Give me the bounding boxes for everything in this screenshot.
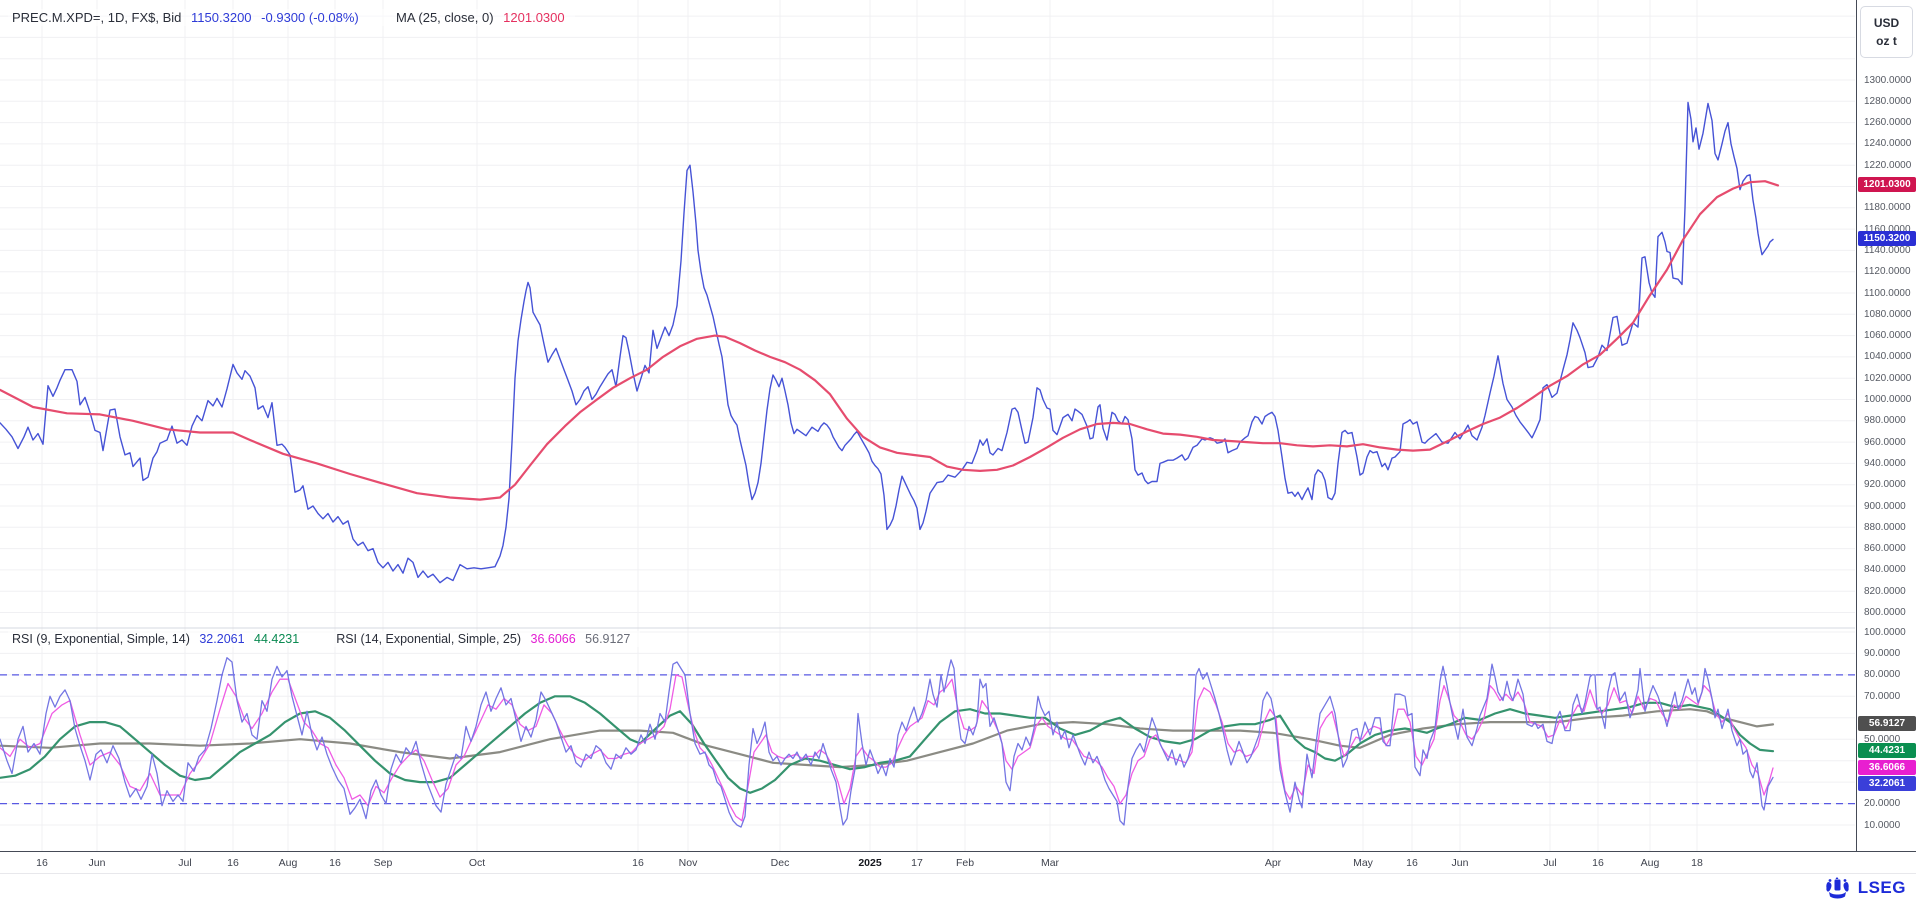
time-tick-Aug: Aug [278,857,298,869]
price-tick-label: 1000.0000 [1864,394,1912,405]
time-tick-16: 16 [1406,857,1418,869]
ma-legend-label[interactable]: MA (25, close, 0) [395,10,494,25]
time-tick-17: 17 [911,857,923,869]
price-tick-label: 1180.0000 [1864,202,1911,214]
price-tick-label: 1160.0000 [1864,223,1911,235]
price-tick-label: 1060.0000 [1864,330,1912,342]
series-bid [0,101,1774,584]
price-badge-1201.0300: 1201.0300 [1858,177,1916,192]
time-tick-Jun: Jun [1451,857,1469,869]
ma-value: 1201.0300 [503,10,565,25]
price-badge-1150.3200: 1150.3200 [1858,231,1916,246]
price-tick-label: 1020.0000 [1864,372,1912,384]
price-tick-label: 1240.0000 [1864,138,1912,150]
time-tick-Jun: Jun [88,857,106,869]
price-tick-label: 880.0000 [1864,521,1906,533]
last-price: 1150.3200 [191,10,252,25]
time-tick-2025: 2025 [858,857,882,869]
price-tick-label: 1260.0000 [1864,117,1912,129]
time-tick-Apr: Apr [1264,857,1282,869]
price-tick-label: 1300.0000 [1864,74,1912,86]
price-legend[interactable]: PREC.M.XPD=, 1D, FX$, Bid 1150.3200 -0.9… [8,9,575,26]
time-tick-16: 16 [329,857,341,869]
unit-box: USD oz t [1860,6,1913,58]
series-rsi14_avg25 [0,708,1775,769]
time-tick-Mar: Mar [1040,857,1060,869]
time-tick-Oct: Oct [468,857,486,869]
series-rsi14 [0,674,1774,822]
price-tick-label: 1100.0000 [1864,287,1911,299]
price-tick-label: 960.0000 [1864,436,1906,448]
rsi1-label[interactable]: RSI (9, Exponential, Simple, 14) [12,632,190,646]
price-tick-label: 800.0000 [1864,607,1906,618]
price-axis[interactable]: USD oz t 1300.0000 1280.0000 1260.0000 1240… [1856,0,1916,851]
time-tick-18: 18 [1691,857,1703,869]
price-tick-label: 940.0000 [1864,457,1906,469]
series-rsi9_avg14 [0,695,1775,794]
rsi-tick-label: 50.0000 [1864,733,1901,745]
price-change: -0.9300 (-0.08%) [261,10,359,25]
time-tick-16: 16 [227,857,239,869]
price-tick-label: 1120.0000 [1864,266,1911,278]
time-tick-Nov: Nov [678,857,698,869]
time-tick-Sep: Sep [373,857,393,869]
time-tick-Aug: Aug [1640,857,1660,869]
time-tick-16: 16 [1592,857,1604,869]
price-badge-56.9127: 56.9127 [1858,716,1916,731]
series-ma25 [0,180,1780,501]
rsi-tick-label: 100.0000 [1864,626,1906,638]
time-tick-16: 16 [36,857,48,869]
rsi14-value: 36.6066 [530,632,576,646]
price-tick-label: 980.0000 [1864,415,1906,427]
lseg-wordmark: LSEG [1857,878,1906,897]
rsi-tick-label: 90.0000 [1864,647,1901,659]
price-tick-label: 1040.0000 [1864,351,1912,363]
time-tick-Dec: Dec [770,857,790,869]
price-tick-label: 840.0000 [1864,564,1906,576]
rsi14-avg-value: 56.9127 [585,632,631,646]
price-tick-label: 1220.0000 [1864,159,1912,171]
time-tick-Jul: Jul [1543,857,1557,869]
price-badge-32.2061: 32.2061 [1858,776,1916,791]
price-badge-36.6066: 36.6066 [1858,760,1916,775]
chart-plot-area[interactable]: PREC.M.XPD=, 1D, FX$, Bid 1150.3200 -0.9… [0,0,1855,851]
lseg-crest-icon [1826,877,1849,899]
series-rsi9 [0,657,1774,828]
time-tick-Feb: Feb [955,857,975,869]
price-tick-label: 1080.0000 [1864,308,1912,320]
rsi9-value: 32.2061 [199,632,245,646]
time-axis[interactable]: 16 Jun Jul 16 Aug 16 Sep Oct 16 Nov Dec 2025 17 Feb Ma… [0,851,1916,874]
price-tick-label: 1140.0000 [1864,244,1911,256]
time-tick-Jul: Jul [178,857,192,869]
rsi2-label[interactable]: RSI (14, Exponential, Simple, 25) [336,632,522,646]
currency-label: USD [1873,16,1900,30]
price-tick-label: 860.0000 [1864,543,1906,555]
chart-canvas[interactable] [0,0,1855,851]
time-tick-16: 16 [632,857,644,869]
price-tick-label: 1280.0000 [1864,95,1912,107]
rsi-tick-label: 70.0000 [1864,690,1901,702]
price-tick-label: 900.0000 [1864,500,1906,512]
rsi-legend[interactable]: RSI (9, Exponential, Simple, 14) 32.2061… [8,631,641,647]
instrument-label[interactable]: PREC.M.XPD=, 1D, FX$, Bid [12,10,182,25]
lseg-logo: LSEG [1825,876,1906,900]
rsi-tick-label: 20.0000 [1864,798,1901,810]
time-tick-May: May [1353,857,1373,869]
bottom-strip: LSEG [0,875,1916,905]
unit-label: oz t [1876,34,1897,48]
rsi-tick-label: 10.0000 [1864,819,1901,831]
price-badge-44.4231: 44.4231 [1858,743,1916,758]
rsi-tick-label: 80.0000 [1864,669,1901,681]
price-tick-label: 820.0000 [1864,585,1906,597]
price-tick-label: 920.0000 [1864,479,1906,491]
rsi9-avg-value: 44.4231 [254,632,300,646]
